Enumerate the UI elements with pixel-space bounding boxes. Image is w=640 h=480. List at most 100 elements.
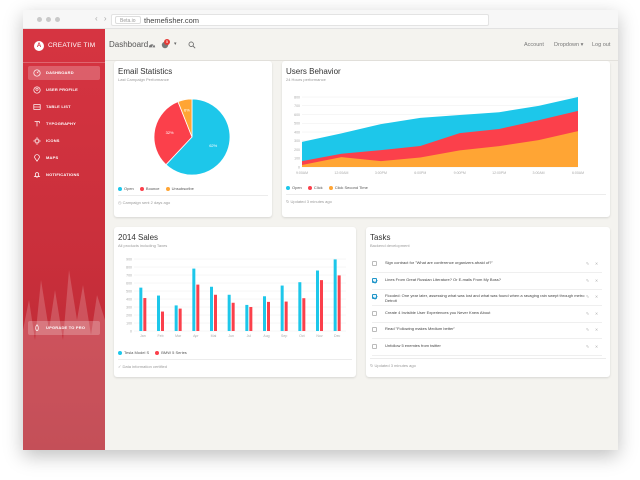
window-maximize-button[interactable]	[55, 17, 60, 22]
card-footer: ↻ Updated 3 minutes ago	[286, 199, 332, 204]
bar	[139, 287, 143, 331]
typography-icon	[34, 121, 40, 127]
y-tick-label: 500	[126, 289, 132, 293]
pin-icon	[34, 154, 40, 162]
upgrade-to-pro-button[interactable]: UPGRADE TO PRO	[28, 321, 100, 335]
bar	[143, 298, 147, 331]
legend-label: Open	[292, 185, 302, 190]
y-tick-label: 900	[126, 257, 132, 261]
task-row: Lines From Great Russian Literature? Or …	[372, 274, 602, 290]
chevron-down-icon[interactable]: ▾	[174, 41, 177, 47]
users-behavior-card: Users Behavior 24 Hours performance 0 100…	[282, 61, 610, 217]
task-text: Create 4 Invisible User Experiences you …	[385, 309, 491, 315]
sidebar-item-icons[interactable]: ICONS	[28, 134, 100, 148]
task-checkbox[interactable]	[372, 343, 377, 349]
pie-slice-label: 62%	[209, 143, 217, 148]
remove-icon[interactable]: ✕	[594, 343, 599, 349]
bar	[245, 304, 249, 331]
legend-dot	[328, 185, 333, 190]
task-checkbox[interactable]	[372, 294, 377, 299]
chart-legend: Open Click Click Second Time	[286, 185, 373, 190]
legend-item: Bounce	[139, 186, 160, 191]
notification-badge: 5	[164, 39, 170, 45]
legend-label: Bounce	[145, 186, 160, 191]
edit-icon[interactable]: ✎	[585, 294, 590, 299]
check-icon: ✓	[118, 364, 122, 369]
legend-dot	[118, 350, 122, 355]
sidebar-item-table-list[interactable]: TABLE LIST	[28, 100, 100, 114]
bar	[157, 295, 160, 331]
task-row: Create 4 Invisible User Experiences you …	[372, 307, 602, 323]
y-tick-label: 400	[294, 130, 300, 134]
remove-icon[interactable]: ✕	[594, 277, 599, 283]
sales-2014-card: 2014 Sales All products including Taxes …	[114, 227, 356, 377]
bar	[333, 259, 337, 331]
task-checkbox[interactable]	[372, 310, 377, 316]
back-forward-icon[interactable]: ‹ ›	[95, 14, 109, 23]
edit-icon[interactable]: ✎	[585, 343, 590, 349]
edit-icon[interactable]: ✎	[585, 327, 590, 332]
sidebar-item-label: NOTIFICATIONS	[46, 172, 80, 177]
legend-dot	[118, 186, 122, 191]
remove-icon[interactable]: ✕	[594, 327, 599, 332]
pie-slice-label: 6%	[184, 108, 190, 113]
task-checkbox[interactable]	[372, 261, 377, 266]
page-title: Dashboard	[109, 40, 149, 49]
remove-icon[interactable]: ✕	[594, 294, 599, 299]
sidebar-item-label: MAPS	[46, 155, 59, 160]
x-tick-label: 3:00AM	[533, 171, 545, 175]
atom-icon	[33, 137, 41, 145]
chart-legend: Open Bounce Unsubscribe	[118, 186, 199, 191]
edit-icon[interactable]: ✎	[585, 277, 590, 283]
card-subtitle: 24 Hours performance	[286, 77, 326, 82]
bar	[249, 307, 253, 331]
x-tick-label: 9:00PM	[454, 171, 466, 175]
sidebar-item-notifications[interactable]: NOTIFICATIONS	[28, 168, 100, 182]
dashboard-icon[interactable]	[148, 41, 156, 49]
y-tick-label: 500	[294, 122, 300, 126]
bar	[267, 301, 270, 331]
sidebar-brand[interactable]: A CREATIVE TIM	[23, 29, 105, 63]
task-checkbox[interactable]	[372, 327, 377, 332]
x-tick-label: 6:00PM	[414, 171, 426, 175]
sidebar-item-user-profile[interactable]: USER PROFILE	[28, 83, 100, 97]
dropdown-menu[interactable]: Dropdown ▾	[554, 42, 583, 48]
bar	[161, 311, 164, 331]
address-bar[interactable]: Beta.io themefisher.com	[111, 14, 489, 26]
search-icon[interactable]	[188, 41, 196, 49]
account-link[interactable]: Account	[524, 42, 544, 48]
logout-link[interactable]: Log out	[592, 42, 611, 48]
legend-item: Click Second Time	[328, 185, 368, 190]
sidebar-item-maps[interactable]: MAPS	[28, 151, 100, 165]
bar	[227, 294, 231, 331]
x-tick-label: 9:00AM	[296, 171, 308, 175]
area-series	[302, 131, 578, 167]
task-text: Unfollow 5 enemies from twitter	[385, 342, 441, 348]
window-close-button[interactable]	[37, 17, 42, 22]
remove-icon[interactable]: ✕	[594, 310, 599, 316]
chevron-down-icon: ▾	[580, 42, 584, 48]
task-text: Flooded: One year later, assessing what …	[385, 293, 585, 303]
bar	[284, 301, 288, 331]
task-checkbox[interactable]	[372, 277, 377, 283]
bar	[316, 270, 319, 331]
footer-text: Updated 3 minutes ago	[290, 199, 332, 204]
edit-icon[interactable]: ✎	[585, 261, 590, 266]
sidebar-item-typography[interactable]: TYPOGRAPHY	[28, 117, 100, 131]
x-tick-label: 6:00AM	[572, 171, 584, 175]
pie-slice-label: 32%	[166, 130, 174, 135]
top-navbar: Dashboard 5 ▾ Account Dropdown ▾ Log out	[105, 29, 618, 61]
bar	[210, 286, 213, 331]
dashboard-icon	[33, 69, 41, 77]
browser-window: ‹ › Beta.io themefisher.com A CREATIVE T…	[23, 10, 618, 450]
x-tick-label: Apr	[193, 334, 199, 338]
edit-icon[interactable]: ✎	[585, 310, 590, 316]
sidebar-item-dashboard[interactable]: DASHBOARD	[28, 66, 100, 80]
y-tick-label: 0	[298, 165, 300, 169]
history-icon: ↻	[286, 199, 290, 204]
window-minimize-button[interactable]	[46, 17, 51, 22]
task-row: Unfollow 5 enemies from twitter ✎ ✕	[372, 340, 602, 356]
card-subtitle: All products including Taxes	[118, 243, 168, 248]
remove-icon[interactable]: ✕	[594, 261, 599, 266]
